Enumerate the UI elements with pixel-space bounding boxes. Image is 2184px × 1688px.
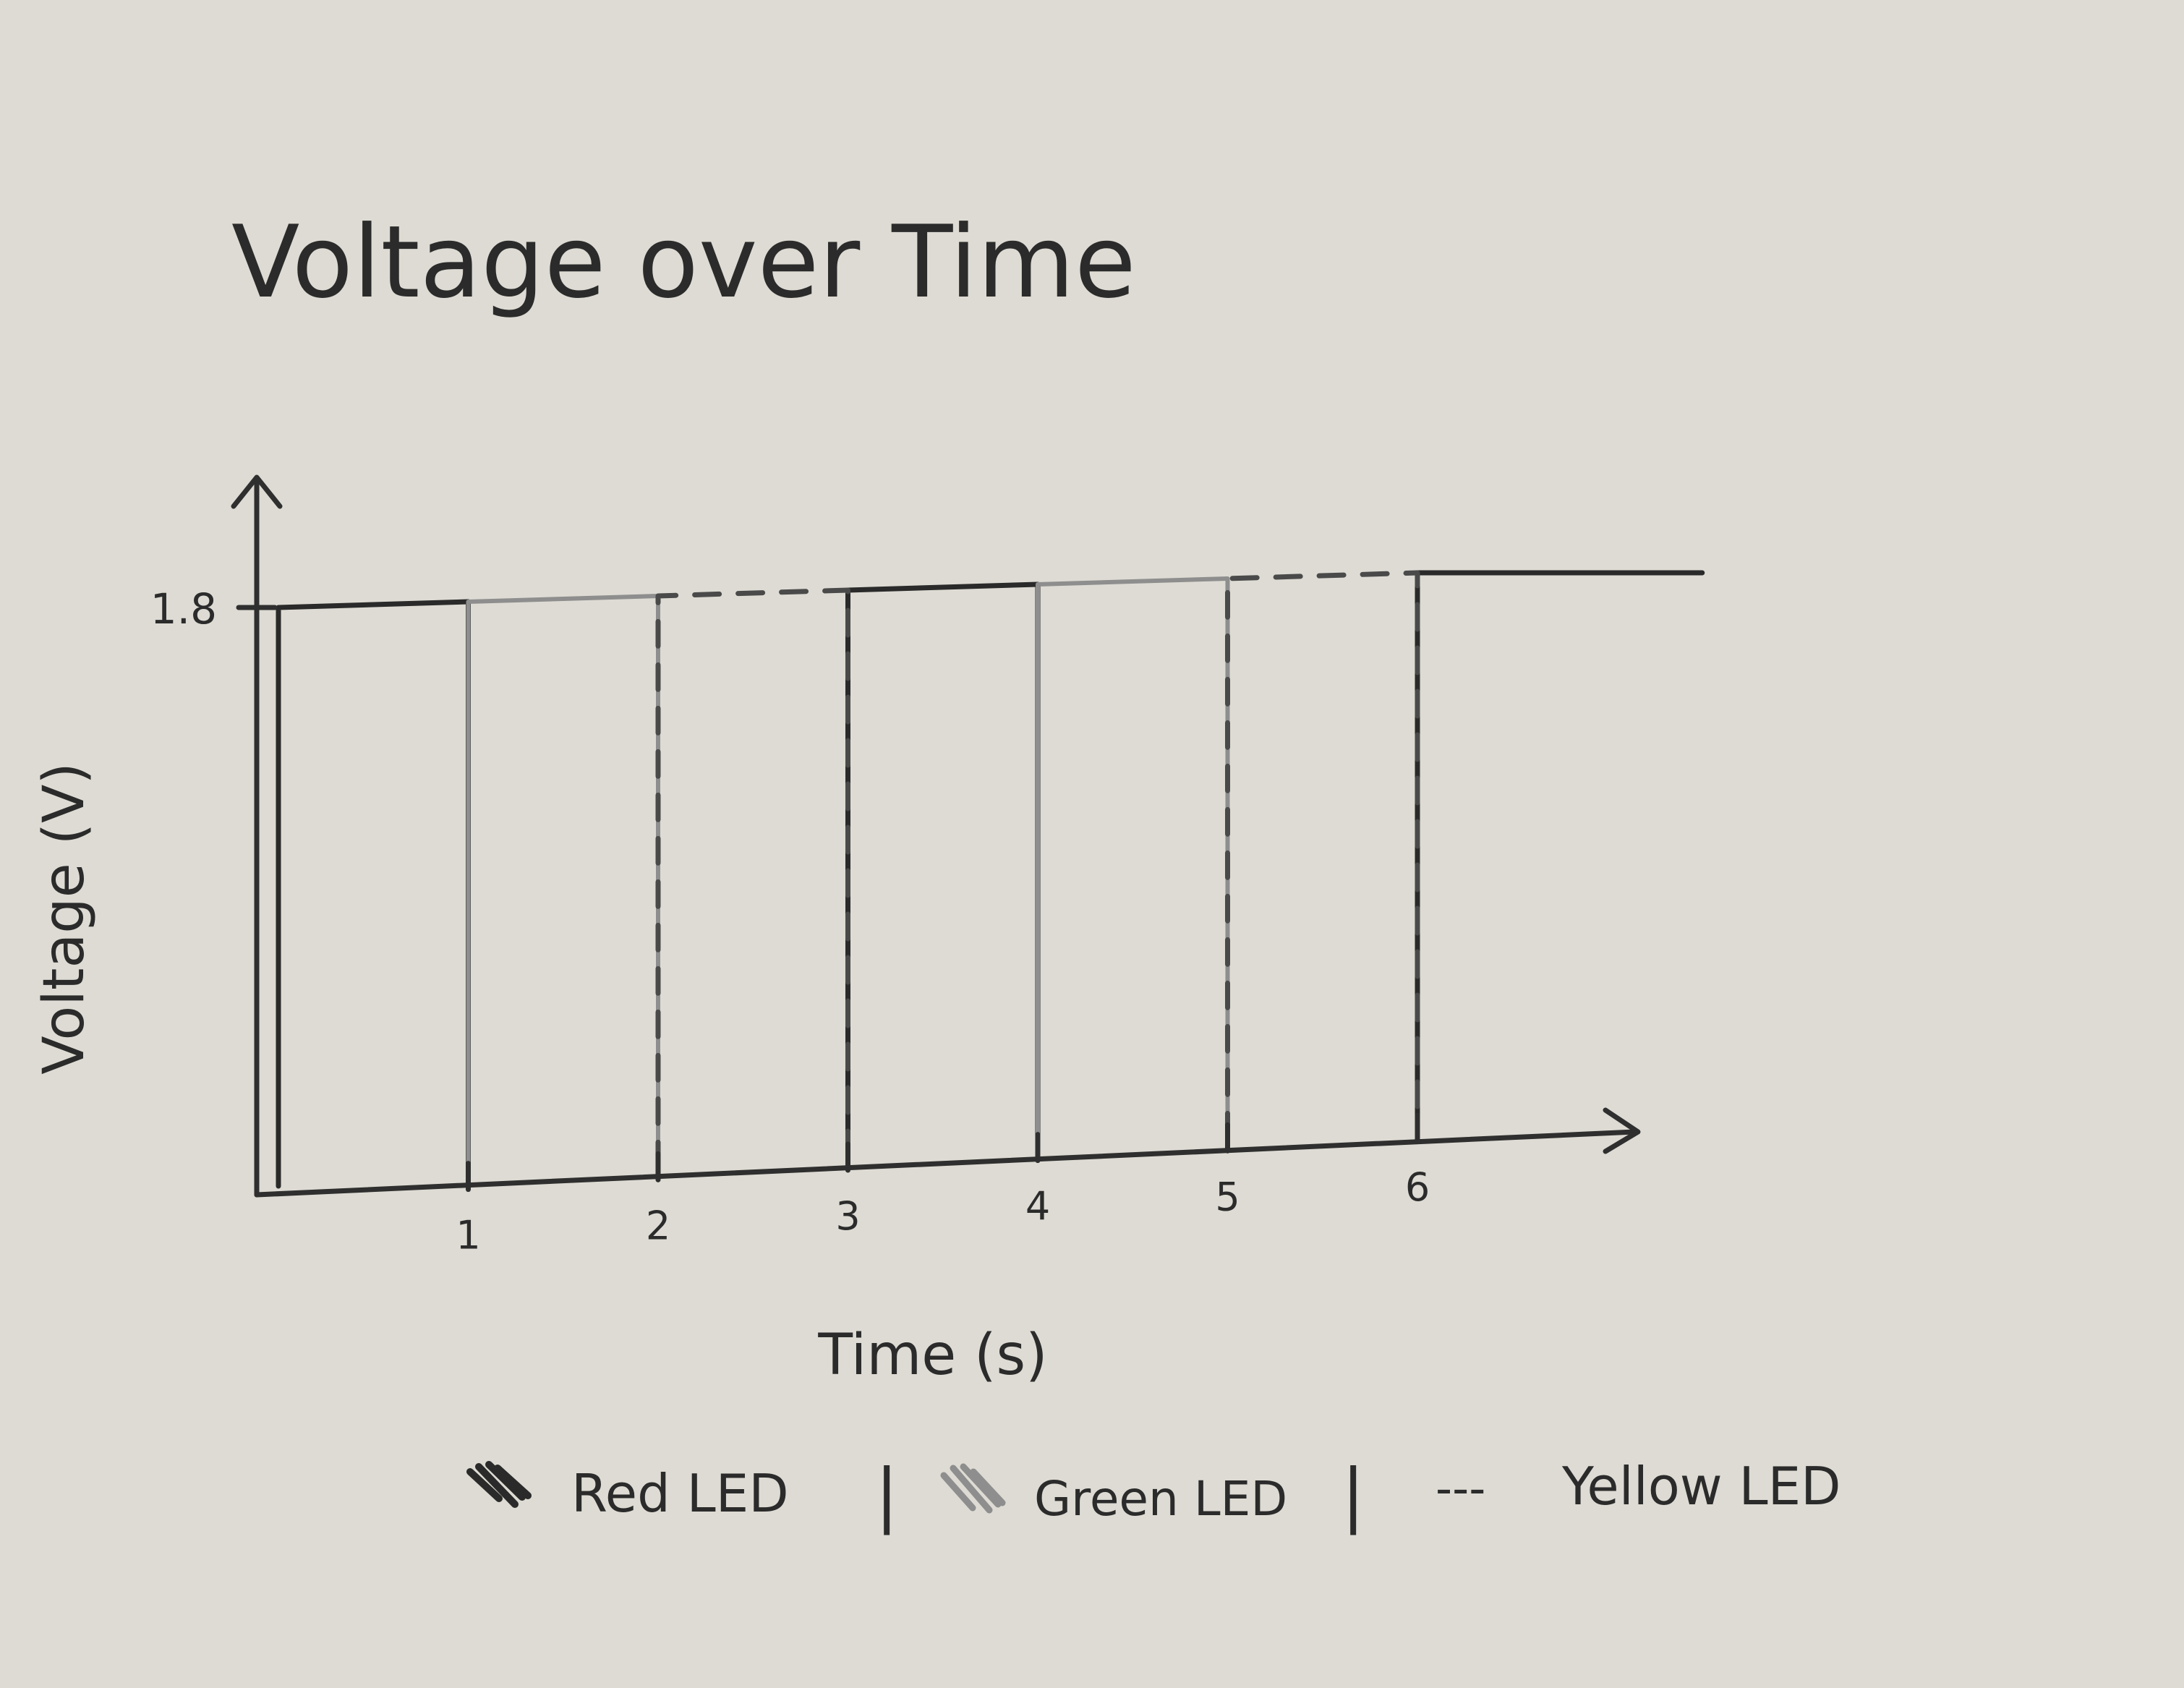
x-tick-label: 1 <box>456 1213 480 1258</box>
chart-title: Voltage over Time <box>231 204 1136 320</box>
x-tick-label: 2 <box>646 1203 670 1248</box>
tick-layer: 1.8 1 2 3 4 5 6 <box>150 584 1430 1258</box>
y-axis-arrowhead <box>231 474 283 509</box>
axes <box>231 474 1641 1198</box>
legend-swatch-green-led <box>940 1463 1006 1514</box>
x-axis <box>254 1129 1637 1198</box>
series-segment <box>1225 570 1420 1141</box>
series-layer <box>276 570 1705 1189</box>
legend-label-yellow-led: Yellow LED <box>1561 1456 1841 1517</box>
legend: Red LED | Green LED | --- Yellow LED <box>466 1454 1841 1536</box>
x-tick-label: 4 <box>1025 1184 1050 1229</box>
legend-label-green-led: Green LED <box>1034 1471 1287 1527</box>
legend-swatch-yellow-led: --- <box>1436 1462 1485 1516</box>
y-axis-label: Voltage (V) <box>32 762 97 1075</box>
x-tick-label: 3 <box>835 1193 860 1239</box>
x-axis-arrowhead <box>1603 1107 1641 1154</box>
legend-separator-2: | <box>1341 1454 1365 1536</box>
legend-swatch-red-led <box>466 1461 532 1508</box>
series-segment <box>655 587 850 1169</box>
legend-label-red-led: Red LED <box>571 1463 789 1524</box>
x-tick-label: 5 <box>1215 1174 1240 1219</box>
x-axis-label: Time (s) <box>817 1323 1047 1388</box>
series-yellow-led <box>655 570 1420 1169</box>
legend-separator-1: | <box>875 1454 898 1536</box>
y-tick-label: 1.8 <box>150 584 217 634</box>
x-tick-label: 6 <box>1405 1164 1430 1210</box>
